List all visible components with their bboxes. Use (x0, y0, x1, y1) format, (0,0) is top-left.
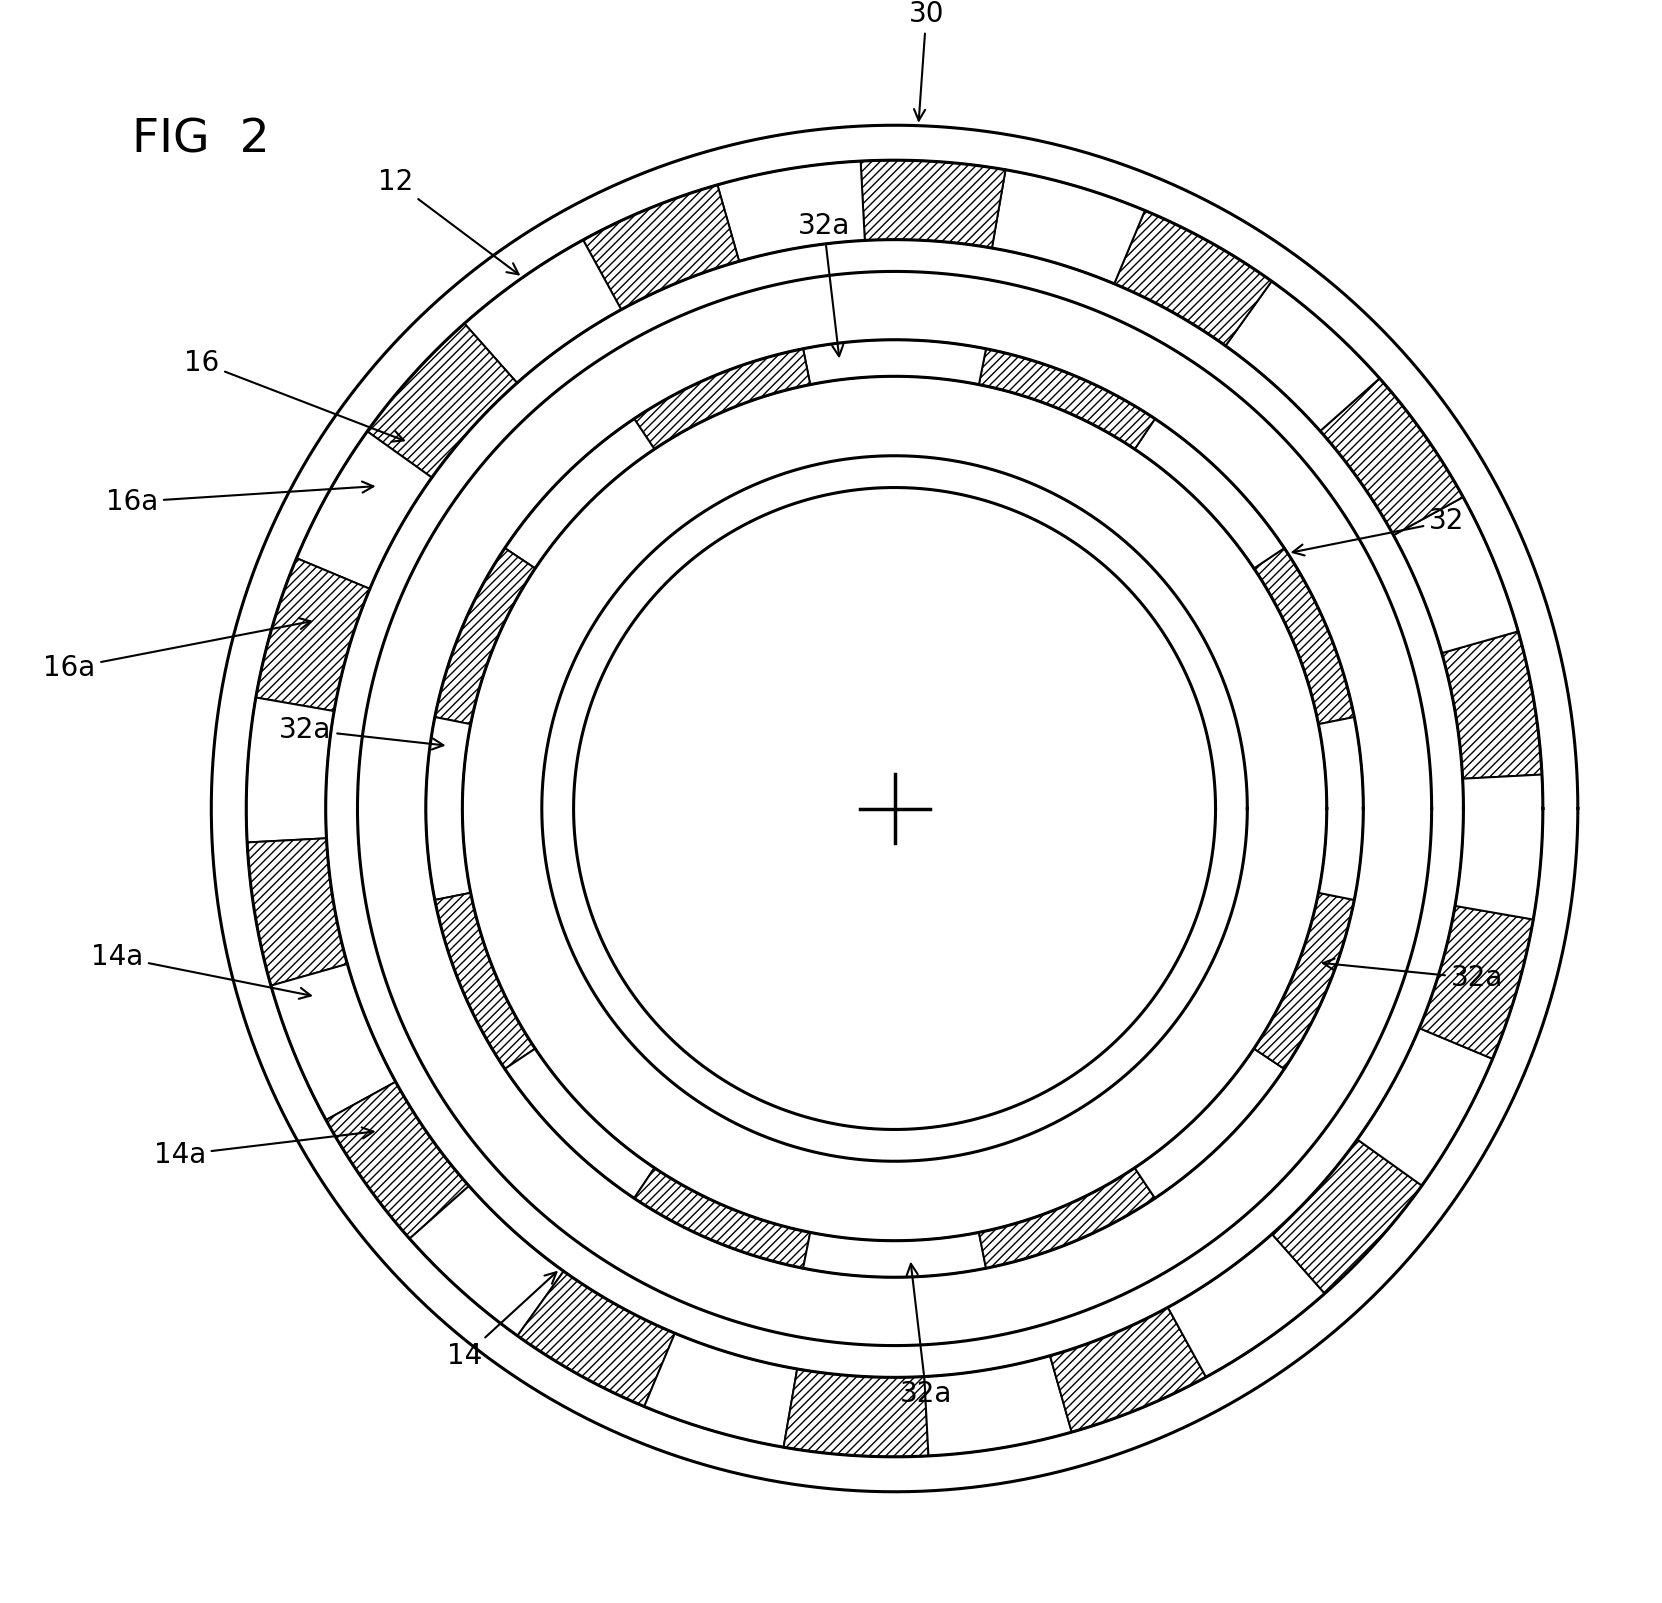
Wedge shape (1419, 906, 1534, 1060)
Wedge shape (1168, 1234, 1325, 1377)
Wedge shape (246, 697, 334, 843)
Wedge shape (1135, 1048, 1285, 1199)
Wedge shape (1358, 1028, 1492, 1186)
Wedge shape (435, 548, 535, 725)
Wedge shape (924, 1356, 1072, 1456)
Text: 14a: 14a (91, 943, 311, 999)
Text: 14a: 14a (153, 1127, 374, 1169)
Text: 32a: 32a (279, 717, 444, 750)
Wedge shape (296, 431, 432, 588)
Wedge shape (211, 125, 1577, 1492)
Text: 14: 14 (447, 1273, 557, 1371)
Wedge shape (1114, 210, 1271, 346)
Text: 32a: 32a (798, 212, 849, 356)
Text: 16a: 16a (106, 481, 374, 516)
Text: 32a: 32a (901, 1263, 952, 1407)
Wedge shape (326, 1082, 469, 1239)
Text: FIG  2: FIG 2 (131, 117, 269, 162)
Wedge shape (783, 1369, 929, 1457)
Wedge shape (367, 324, 517, 478)
Wedge shape (1454, 774, 1542, 920)
Wedge shape (803, 340, 986, 385)
Wedge shape (464, 240, 622, 383)
Wedge shape (583, 184, 740, 309)
Wedge shape (425, 717, 470, 899)
Wedge shape (505, 1048, 655, 1199)
Wedge shape (718, 160, 864, 261)
Wedge shape (1320, 378, 1463, 535)
Wedge shape (1253, 893, 1355, 1069)
Wedge shape (979, 349, 1155, 449)
Text: 32a: 32a (1323, 959, 1502, 992)
Wedge shape (1441, 632, 1542, 779)
Text: 16a: 16a (43, 619, 311, 683)
Wedge shape (271, 963, 396, 1120)
Wedge shape (1253, 548, 1355, 725)
Wedge shape (979, 1169, 1155, 1268)
Wedge shape (1271, 1140, 1423, 1294)
Wedge shape (1393, 497, 1517, 652)
Text: 12: 12 (377, 168, 519, 274)
Wedge shape (635, 349, 811, 449)
Wedge shape (517, 1271, 675, 1406)
Wedge shape (409, 1186, 563, 1335)
Wedge shape (256, 558, 371, 712)
Wedge shape (645, 1334, 798, 1448)
Wedge shape (635, 1169, 811, 1268)
Wedge shape (992, 170, 1145, 284)
Wedge shape (1225, 281, 1379, 431)
Text: 32: 32 (1293, 508, 1464, 556)
Wedge shape (1050, 1308, 1207, 1431)
Wedge shape (803, 1233, 986, 1278)
Text: 30: 30 (909, 0, 944, 120)
Wedge shape (248, 838, 347, 986)
Wedge shape (1318, 717, 1363, 899)
Wedge shape (861, 160, 1006, 248)
Wedge shape (505, 418, 655, 569)
Wedge shape (435, 893, 535, 1069)
Text: 16: 16 (184, 349, 404, 441)
Wedge shape (1135, 418, 1285, 569)
